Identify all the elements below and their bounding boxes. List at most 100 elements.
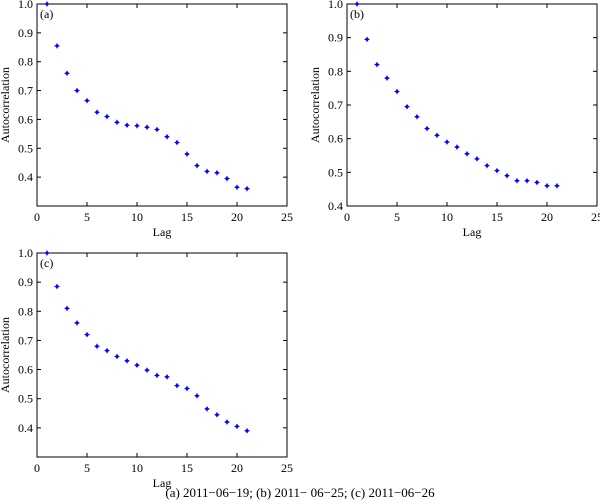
y-tick-label: 0.6 — [18, 363, 33, 377]
data-point — [103, 347, 111, 354]
data-point-marker — [443, 139, 451, 146]
y-tick-label: 0.7 — [18, 84, 33, 98]
data-point-marker — [93, 343, 101, 350]
data-point-marker — [523, 177, 531, 184]
data-point-marker — [553, 182, 561, 189]
panel-label: (b) — [350, 7, 364, 21]
plot-frame — [36, 3, 288, 207]
data-point — [193, 162, 201, 169]
data-point — [123, 122, 131, 129]
y-tick-label: 0.5 — [328, 165, 343, 179]
data-point — [243, 185, 251, 192]
data-point — [203, 168, 211, 175]
y-axis-label: Autocorrelation — [308, 67, 322, 143]
data-point — [493, 167, 501, 174]
data-point — [93, 109, 101, 116]
data-point — [173, 139, 181, 146]
y-tick-label: 0.7 — [18, 333, 33, 347]
data-point — [143, 367, 151, 374]
y-tick-label: 0.9 — [328, 31, 343, 45]
data-point-marker — [93, 109, 101, 116]
data-point — [103, 113, 111, 120]
data-point — [183, 385, 191, 392]
data-point — [63, 70, 71, 77]
x-tick-label: 10 — [441, 210, 453, 224]
data-point-marker — [223, 175, 231, 182]
data-point-marker — [383, 75, 391, 82]
data-point-marker — [83, 97, 91, 104]
plot-frame — [346, 3, 598, 207]
data-point — [233, 184, 241, 191]
data-point — [473, 155, 481, 162]
data-point-marker — [183, 385, 191, 392]
data-point — [453, 144, 461, 151]
data-point-marker — [133, 122, 141, 129]
data-point — [483, 162, 491, 169]
data-point — [43, 0, 51, 8]
data-point-marker — [393, 88, 401, 95]
data-point — [163, 373, 171, 380]
data-point-marker — [413, 113, 421, 120]
data-point — [83, 331, 91, 338]
data-point-marker — [103, 113, 111, 120]
x-tick-label: 25 — [591, 210, 600, 224]
data-point-marker — [233, 184, 241, 191]
data-point — [353, 0, 361, 8]
data-point-marker — [483, 162, 491, 169]
data-point-marker — [213, 169, 221, 176]
data-point-marker — [73, 319, 81, 326]
x-tick-label: 0 — [344, 210, 350, 224]
y-axis-label: Autocorrelation — [0, 67, 12, 143]
data-point — [153, 372, 161, 379]
y-tick-label: 0.7 — [328, 98, 343, 112]
data-point — [223, 175, 231, 182]
chart-panel-a: 0 5 10 15 20 25 0.4 0.5 0.6 0.7 0.8 0.9 1.0 Lag Autoco… — [0, 0, 293, 239]
data-point-marker — [533, 179, 541, 186]
data-point-marker — [543, 182, 551, 189]
y-tick-label: 0.4 — [328, 199, 343, 213]
data-point-marker — [353, 0, 361, 8]
data-point — [413, 113, 421, 120]
chart-panel-b: 0 5 10 15 20 25 0.4 0.5 0.6 0.7 0.8 0.9 1.0 Lag Autoco… — [308, 0, 600, 239]
figure-caption: (a) 2011−06−19; (b) 2011− 06−25; (c) 201… — [165, 485, 435, 500]
data-point-marker — [143, 124, 151, 131]
data-point — [73, 319, 81, 326]
x-tick-label: 15 — [181, 461, 193, 475]
y-tick-label: 0.9 — [18, 26, 33, 40]
data-point-marker — [503, 172, 511, 179]
data-point — [133, 362, 141, 369]
y-tick-label: 0.6 — [18, 112, 33, 126]
data-point — [113, 119, 121, 126]
x-tick-label: 10 — [131, 210, 143, 224]
data-point — [403, 103, 411, 110]
data-point-marker — [403, 103, 411, 110]
x-axis-label: Lag — [153, 476, 172, 490]
data-point — [363, 36, 371, 43]
data-point-marker — [453, 144, 461, 151]
data-point — [53, 283, 61, 290]
data-point — [123, 357, 131, 364]
y-tick-label: 0.8 — [18, 55, 33, 69]
x-tick-label: 25 — [281, 461, 293, 475]
data-point — [533, 179, 541, 186]
data-point-marker — [493, 167, 501, 174]
data-point-marker — [203, 168, 211, 175]
data-point-marker — [463, 150, 471, 157]
data-point — [543, 182, 551, 189]
data-point-marker — [153, 126, 161, 133]
data-point — [73, 87, 81, 94]
data-point-marker — [113, 119, 121, 126]
data-point — [393, 88, 401, 95]
plot-frame — [36, 252, 288, 458]
data-point-marker — [423, 125, 431, 132]
data-point-marker — [53, 283, 61, 290]
data-point-marker — [363, 36, 371, 43]
data-point-marker — [193, 392, 201, 399]
data-point — [443, 139, 451, 146]
y-tick-label: 0.4 — [18, 170, 33, 184]
y-tick-label: 1.0 — [18, 0, 33, 11]
x-tick-label: 15 — [491, 210, 503, 224]
data-point-marker — [123, 122, 131, 129]
data-point-marker — [83, 331, 91, 338]
data-point — [153, 126, 161, 133]
